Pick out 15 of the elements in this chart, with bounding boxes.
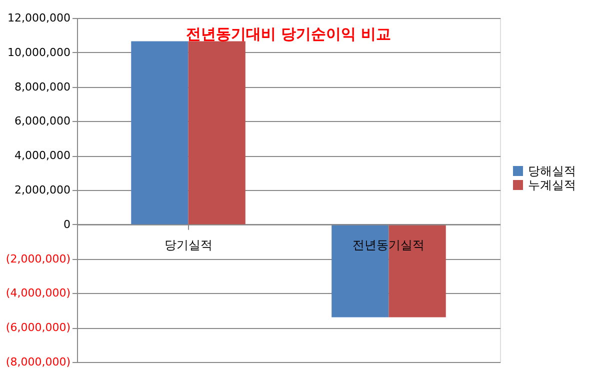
y-tick-label: 6,000,000	[14, 114, 70, 128]
x-tick-label: 당기실적	[164, 238, 212, 252]
y-tick-label: 8,000,000	[14, 80, 70, 94]
y-tick-label: (8,000,000)	[6, 356, 70, 368]
y-tick-label: (2,000,000)	[6, 252, 70, 266]
y-tick-label: 4,000,000	[14, 149, 70, 162]
y-tick-label: 2,000,000	[14, 184, 70, 196]
legend-label: 누계실적	[528, 178, 576, 192]
y-tick-label: 10,000,000	[8, 46, 70, 59]
y-tick-label: (4,000,000)	[6, 286, 70, 300]
y-tick-label: (6,000,000)	[6, 321, 70, 334]
text: 전년동기대비 당기순이익 비교	[186, 25, 392, 43]
y-tick-label: 0	[64, 218, 70, 231]
legend-label: 당해실적	[528, 164, 576, 178]
y-tick-label: 12,000,000	[8, 12, 70, 24]
